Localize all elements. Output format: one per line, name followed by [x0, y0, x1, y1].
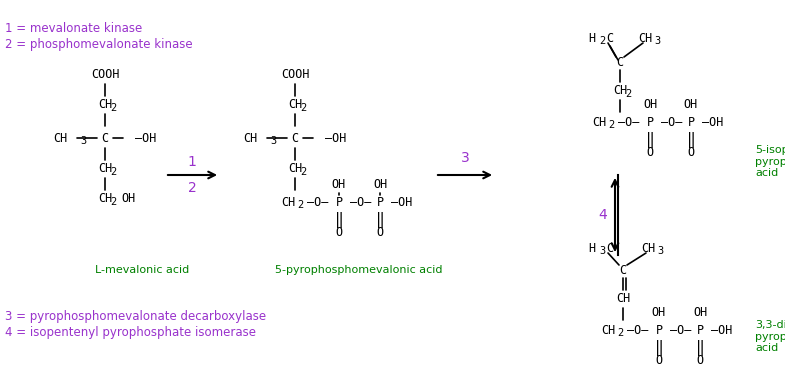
Text: CH: CH	[98, 162, 112, 175]
Text: OH: OH	[652, 306, 666, 320]
Text: –OH: –OH	[702, 115, 723, 128]
Text: 2 = phosphomevalonate kinase: 2 = phosphomevalonate kinase	[5, 38, 192, 51]
Text: CH: CH	[288, 98, 302, 111]
Text: CH: CH	[641, 242, 655, 255]
Text: 3: 3	[654, 36, 660, 46]
Text: 2: 2	[599, 36, 605, 46]
Text: P: P	[647, 115, 654, 128]
Text: 4 = isopentenyl pyrophosphate isomerase: 4 = isopentenyl pyrophosphate isomerase	[5, 326, 256, 339]
Text: CH: CH	[98, 192, 112, 205]
Text: O: O	[377, 225, 384, 239]
Text: ‖: ‖	[687, 132, 696, 148]
Text: CH: CH	[613, 84, 627, 98]
Text: –O–: –O–	[627, 323, 648, 336]
Text: 2: 2	[300, 167, 306, 177]
Text: P: P	[656, 323, 663, 336]
Text: 3: 3	[80, 136, 86, 146]
Text: 3,3-dimethylallyl
pyrophosphoric
acid: 3,3-dimethylallyl pyrophosphoric acid	[755, 320, 785, 353]
Text: 2: 2	[188, 181, 196, 195]
Text: CH: CH	[616, 293, 630, 306]
Text: 2: 2	[297, 200, 303, 210]
Text: 2: 2	[300, 103, 306, 113]
Text: O: O	[696, 353, 703, 367]
Text: –O–: –O–	[350, 195, 371, 209]
Text: –OH: –OH	[325, 131, 346, 145]
Text: ‖: ‖	[645, 132, 655, 148]
Text: –OH: –OH	[391, 195, 412, 209]
Text: O: O	[646, 145, 654, 158]
Text: 2: 2	[110, 197, 116, 207]
Text: L-mevalonic acid: L-mevalonic acid	[95, 265, 189, 275]
Text: –O–: –O–	[670, 323, 692, 336]
Text: –OH: –OH	[135, 131, 156, 145]
Text: 3: 3	[270, 136, 276, 146]
Text: OH: OH	[121, 192, 135, 205]
Text: 1: 1	[188, 155, 196, 169]
Text: ‖: ‖	[376, 212, 385, 228]
Text: 1 = mevalonate kinase: 1 = mevalonate kinase	[5, 22, 142, 35]
Text: –O–: –O–	[307, 195, 328, 209]
Text: COOH: COOH	[91, 68, 119, 81]
Text: CH: CH	[281, 195, 295, 209]
Text: –O–: –O–	[661, 115, 682, 128]
Text: OH: OH	[684, 98, 698, 111]
Text: C: C	[616, 56, 623, 68]
Text: –OH: –OH	[711, 323, 732, 336]
Text: 2: 2	[608, 120, 614, 130]
Text: P: P	[377, 195, 384, 209]
Text: C: C	[619, 263, 626, 276]
Text: ‖: ‖	[655, 340, 663, 356]
Text: C: C	[607, 31, 614, 44]
Text: OH: OH	[373, 178, 387, 192]
Text: –O–: –O–	[618, 115, 639, 128]
Text: 3: 3	[461, 151, 469, 165]
Text: 3: 3	[657, 246, 663, 256]
Text: 3 = pyrophosphomevalonate decarboxylase: 3 = pyrophosphomevalonate decarboxylase	[5, 310, 266, 323]
Text: 2: 2	[625, 89, 631, 99]
Text: 4: 4	[599, 208, 608, 222]
Text: ‖: ‖	[334, 212, 343, 228]
Text: O: O	[688, 145, 695, 158]
Text: CH: CH	[98, 98, 112, 111]
Text: CH: CH	[243, 131, 257, 145]
Text: ‖: ‖	[696, 340, 704, 356]
Text: OH: OH	[332, 178, 346, 192]
Text: CH: CH	[592, 115, 606, 128]
Text: 2: 2	[617, 328, 623, 338]
Text: CH: CH	[638, 31, 652, 44]
Text: P: P	[697, 323, 704, 336]
Text: P: P	[336, 195, 343, 209]
Text: OH: OH	[693, 306, 707, 320]
Text: COOH: COOH	[281, 68, 309, 81]
Text: CH: CH	[53, 131, 67, 145]
Text: 5-isopentenyl
pyrophosphoric
acid: 5-isopentenyl pyrophosphoric acid	[755, 145, 785, 178]
Text: C: C	[291, 131, 298, 145]
Text: P: P	[688, 115, 696, 128]
Text: H: H	[588, 242, 595, 255]
Text: O: O	[335, 225, 342, 239]
Text: CH: CH	[601, 323, 615, 336]
Text: CH: CH	[288, 162, 302, 175]
Text: C: C	[101, 131, 108, 145]
Text: OH: OH	[643, 98, 657, 111]
Text: H: H	[588, 31, 595, 44]
Text: 3: 3	[599, 246, 605, 256]
Text: 2: 2	[110, 103, 116, 113]
Text: O: O	[655, 353, 663, 367]
Text: 2: 2	[110, 167, 116, 177]
Text: 5-pyrophosphomevalonic acid: 5-pyrophosphomevalonic acid	[275, 265, 443, 275]
Text: C: C	[607, 242, 614, 255]
